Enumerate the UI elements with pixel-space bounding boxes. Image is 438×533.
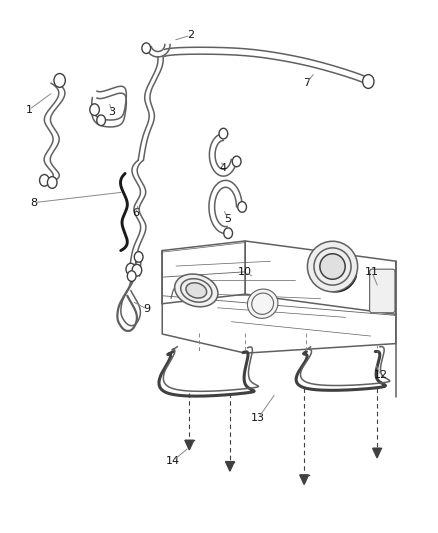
Text: 4: 4	[220, 163, 227, 173]
Circle shape	[39, 174, 49, 186]
Circle shape	[97, 115, 106, 126]
Text: 2: 2	[187, 30, 194, 41]
Circle shape	[132, 264, 142, 276]
Circle shape	[219, 128, 228, 139]
Text: 10: 10	[238, 267, 252, 277]
Polygon shape	[226, 462, 234, 471]
Ellipse shape	[314, 248, 351, 285]
Ellipse shape	[181, 279, 212, 302]
Ellipse shape	[175, 274, 218, 307]
Text: 8: 8	[30, 198, 37, 208]
Circle shape	[142, 43, 151, 53]
Ellipse shape	[252, 293, 274, 314]
Polygon shape	[373, 448, 381, 458]
Text: 9: 9	[143, 304, 151, 314]
Text: 6: 6	[133, 208, 140, 219]
Circle shape	[126, 263, 136, 275]
Ellipse shape	[247, 289, 278, 318]
Circle shape	[238, 201, 247, 212]
Text: 13: 13	[251, 413, 265, 423]
Text: 1: 1	[25, 104, 32, 115]
Polygon shape	[185, 440, 194, 450]
Ellipse shape	[320, 254, 345, 279]
Text: 3: 3	[109, 107, 116, 117]
Circle shape	[232, 156, 241, 167]
Text: 7: 7	[303, 78, 310, 88]
Circle shape	[127, 271, 136, 281]
Text: 14: 14	[166, 456, 180, 465]
Circle shape	[134, 252, 143, 262]
Ellipse shape	[186, 283, 207, 298]
Circle shape	[224, 228, 233, 239]
Circle shape	[54, 74, 65, 87]
Circle shape	[90, 104, 99, 116]
Text: 5: 5	[224, 214, 231, 224]
Polygon shape	[300, 475, 308, 484]
Circle shape	[47, 176, 57, 188]
FancyBboxPatch shape	[370, 269, 395, 313]
Circle shape	[363, 75, 374, 88]
Ellipse shape	[307, 241, 357, 292]
Text: 12: 12	[374, 370, 388, 381]
Text: 11: 11	[365, 267, 379, 277]
